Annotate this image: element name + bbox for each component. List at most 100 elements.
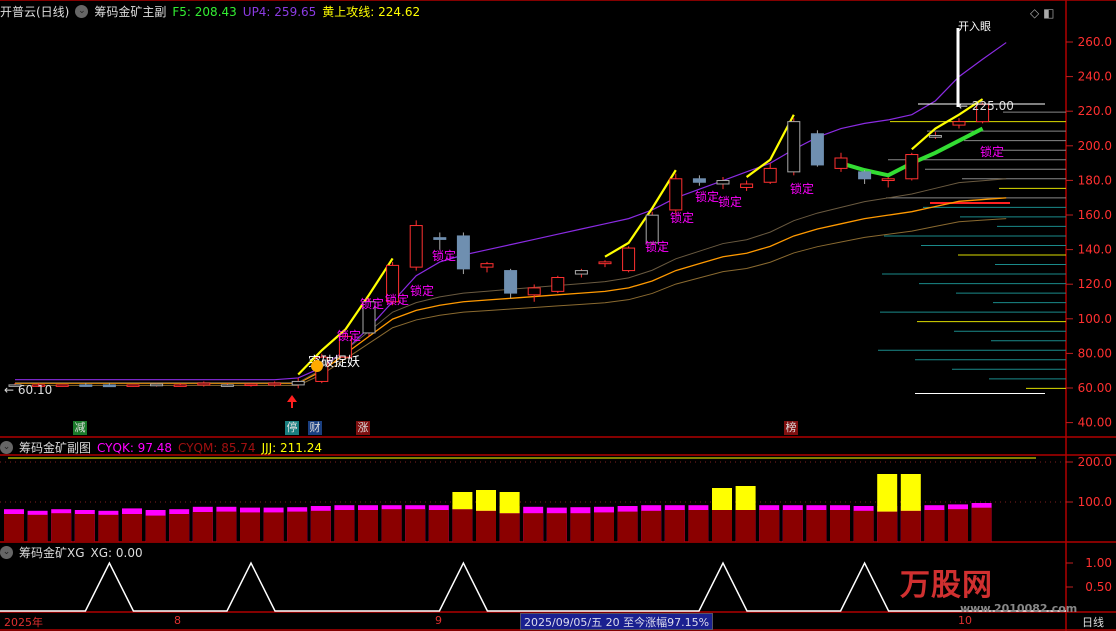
candle-body	[858, 171, 872, 180]
candle-body	[881, 178, 895, 182]
sub-chart-header: ⌄ 筹码金矿副图 CYQK: 97.48 CYQM: 85.74 JJJ: 21…	[0, 439, 322, 456]
candle-body	[527, 287, 541, 296]
indicator-name[interactable]: 筹码金矿主副	[94, 5, 167, 19]
cyqm-bar	[735, 510, 756, 542]
price-tick-label: 160.0	[1078, 208, 1112, 222]
tag-reduce[interactable]: 减	[73, 421, 87, 435]
lock-label: 锁定	[695, 189, 719, 204]
support-line-2	[15, 218, 1007, 386]
yellow-signal-bar	[476, 490, 496, 511]
cyqm-bar	[310, 510, 331, 542]
xg-signal-line	[0, 561, 1066, 612]
price-tick-label: 80.00	[1078, 346, 1112, 360]
up-arrow-icon	[287, 395, 297, 402]
diamond-icon[interactable]: ◇	[1030, 6, 1040, 20]
tag-rank[interactable]: 榜	[784, 421, 798, 435]
f5-value: F5: 208.43	[172, 4, 237, 19]
watermark-logo: 万股网	[900, 568, 993, 603]
candle-body	[740, 183, 754, 188]
xg-indicator-name[interactable]: 筹码金矿XG	[19, 546, 85, 560]
cyqm-bar	[877, 511, 898, 542]
cyqm-bar	[570, 513, 591, 542]
low-price-label: ← 60.10	[4, 383, 52, 397]
chevron-down-icon[interactable]: ⌄	[0, 441, 13, 454]
price-tick-label: 220.0	[1078, 104, 1112, 118]
yellow-signal-bar	[452, 492, 473, 510]
yellow-line-value: 黄上攻线: 224.62	[322, 5, 421, 19]
candle-body	[504, 270, 518, 294]
tag-rise[interactable]: 涨	[356, 421, 370, 435]
lock-label: 锁定	[790, 181, 814, 196]
period-label[interactable]: 日线	[1082, 616, 1104, 629]
lock-label: 锁定	[980, 144, 1004, 159]
tag-halt[interactable]: 停	[285, 421, 299, 435]
cyqm-bar	[782, 510, 803, 542]
watermark-url: www.2010082.com	[960, 602, 1078, 615]
yellow-signal-bar	[499, 492, 520, 514]
lock-label: 锁定	[670, 210, 694, 225]
candle-body	[55, 384, 69, 387]
cyqm-bar	[712, 510, 732, 542]
candle-body	[456, 235, 470, 270]
cyqm-bar	[169, 514, 190, 542]
cyqm-bar	[971, 507, 992, 542]
cyqm-bar	[806, 510, 827, 542]
cyqm-bar	[334, 510, 355, 542]
lock-label: 锁定	[410, 283, 434, 298]
cyqm-bar	[74, 514, 95, 542]
xg-value: XG: 0.00	[90, 545, 143, 560]
price-tick-label: 120.0	[1078, 277, 1112, 291]
chevron-down-icon[interactable]: ⌄	[0, 546, 13, 559]
price-tick-label: 60.00	[1078, 381, 1112, 395]
cyqm-bar	[617, 511, 638, 542]
window-controls: ◇ ◧	[1030, 6, 1054, 20]
stock-title: 开普云(日线)	[0, 5, 70, 19]
main-chart-header: 开普云(日线) ⌄ 筹码金矿主副 F5: 208.43 UP4: 259.65 …	[0, 3, 420, 20]
xg-tick-label: 1.00	[1085, 556, 1112, 570]
cyqm-bar	[499, 513, 520, 542]
price-tick-label: 100.0	[1078, 312, 1112, 326]
yellow-attack-line	[745, 114, 795, 178]
candle-body	[645, 214, 659, 244]
yellow-attack-line	[911, 98, 984, 151]
candle-body	[362, 301, 376, 334]
cyqm-bar	[216, 511, 237, 542]
time-label-aug: 8	[174, 614, 181, 627]
panel-toggle-icon[interactable]: ◧	[1043, 6, 1055, 20]
sub-tick-label: 100.0	[1078, 495, 1112, 509]
sub-indicator-name[interactable]: 筹码金矿副图	[19, 441, 92, 455]
lock-label: 锁定	[385, 292, 409, 307]
lock-label: 锁定	[432, 248, 456, 263]
cyqm-bar	[900, 510, 921, 542]
candle-body	[409, 225, 423, 268]
up4-line	[15, 42, 1007, 381]
chevron-down-icon[interactable]: ⌄	[75, 5, 89, 18]
cyqm-bar	[830, 510, 850, 542]
candle-body	[79, 384, 93, 387]
cyqm-bar	[428, 510, 449, 542]
candle-body	[102, 384, 116, 388]
candle-body	[291, 380, 305, 386]
candle-body	[126, 384, 140, 387]
tag-finance[interactable]: 财	[308, 421, 322, 435]
cyqm-bar	[4, 514, 24, 542]
cyqm-bar	[240, 512, 260, 542]
cyqm-bar	[405, 509, 426, 542]
price-tick-label: 140.0	[1078, 243, 1112, 257]
candle-body	[716, 180, 730, 185]
cyqm-bar	[476, 510, 496, 542]
price-tick-label: 180.0	[1078, 173, 1112, 187]
yellow-signal-bar	[735, 486, 756, 510]
cyqm-bar	[358, 510, 378, 542]
cyqm-value: CYQM: 85.74	[178, 440, 256, 455]
cyqm-bar	[51, 513, 72, 542]
candle-body	[834, 157, 848, 169]
candle-body	[763, 167, 777, 183]
price-tick-label: 260.0	[1078, 35, 1112, 49]
cyqm-bar	[263, 512, 284, 542]
yellow-signal-bar	[877, 474, 898, 512]
candle-body	[574, 270, 588, 275]
cursor-date-box: 2025/09/05/五 20 至今涨幅97.15%	[520, 613, 713, 630]
cyqm-bar	[688, 510, 709, 542]
